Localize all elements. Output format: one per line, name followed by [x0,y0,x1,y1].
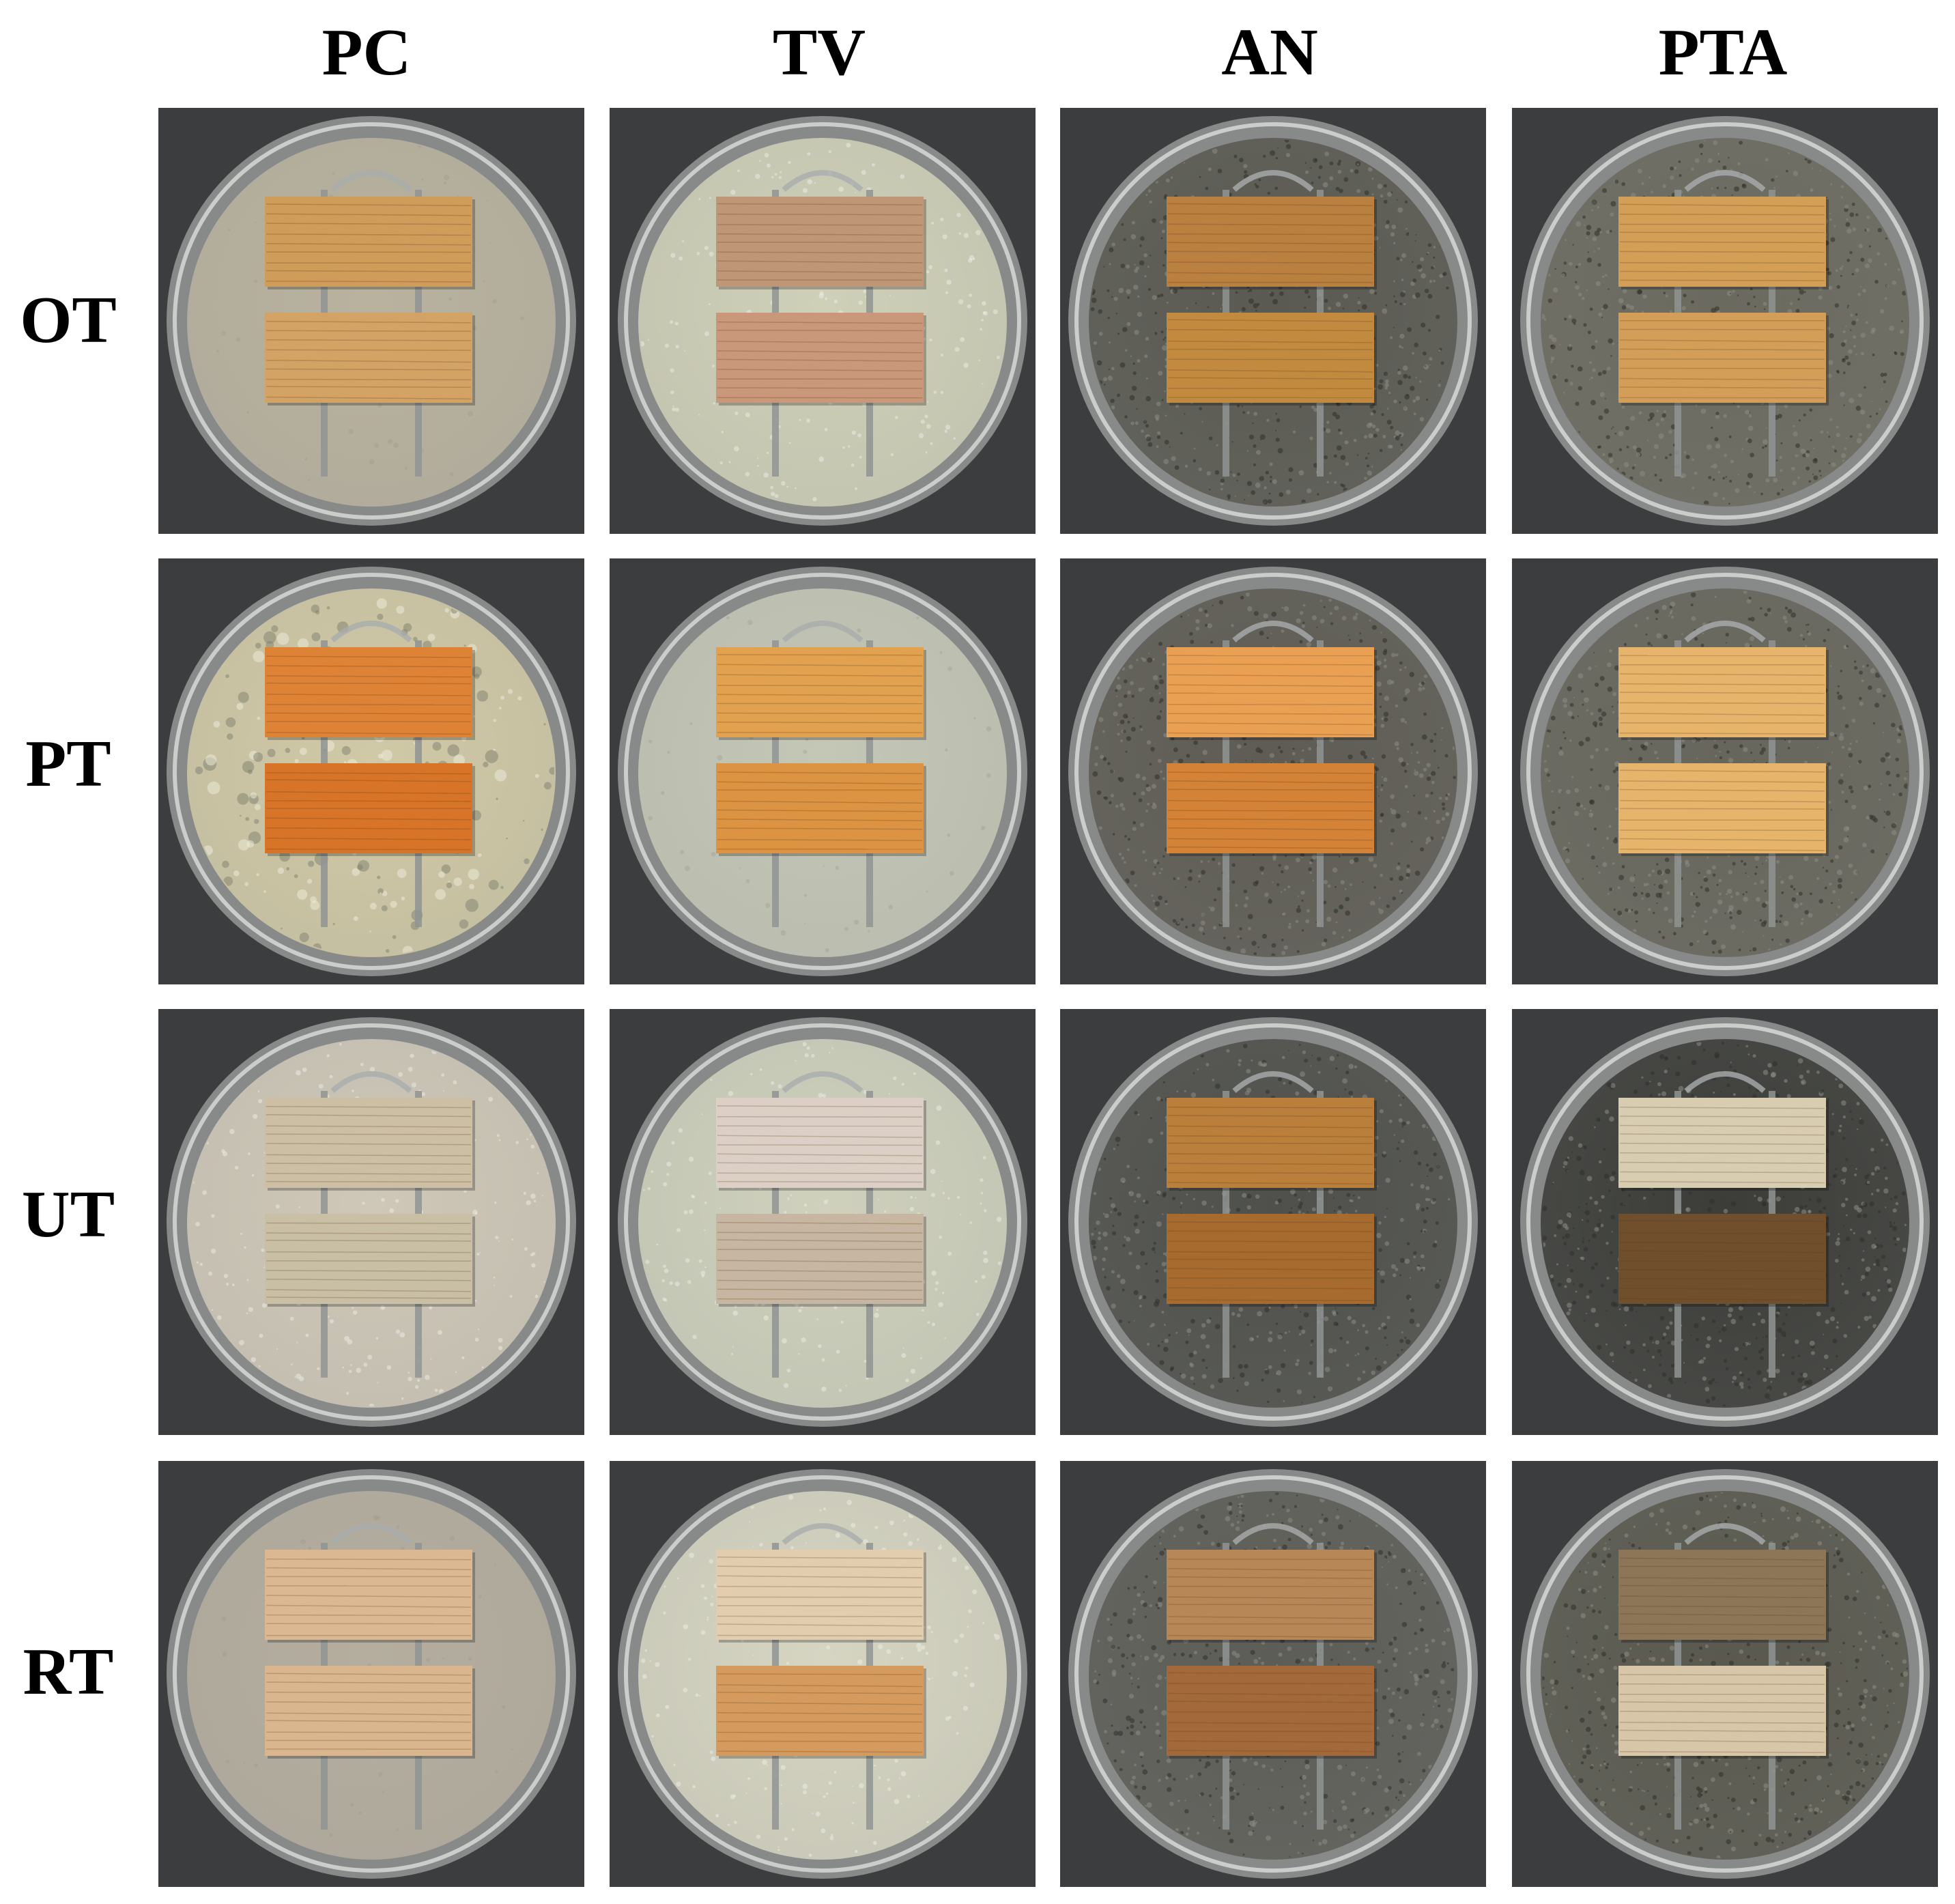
dish-image [610,108,1036,534]
row-label-rt: RT [23,1635,114,1709]
holder-loop [1684,621,1766,643]
dish-photo-pt-pta [1512,558,1938,984]
wood-block-bottom [716,313,924,403]
row-label-ut: UT [21,1178,115,1251]
dish-image [158,108,584,534]
wood-block-top [1618,1098,1826,1188]
wood-block-top [265,197,472,287]
dish-photo-ut-pta [1512,1009,1938,1435]
dish-image [1060,108,1486,534]
wood-block-bottom [265,1214,472,1304]
wood-block-bottom [1167,1214,1374,1304]
row-label-ot: OT [20,283,117,357]
wood-block-top [716,197,924,287]
dish-image [1512,558,1938,984]
row-label-pt: PT [25,727,111,801]
dish-image [1512,1009,1938,1435]
column-label-an: AN [1221,16,1318,89]
dish-image [610,1461,1036,1887]
wood-block-bottom [1167,1666,1374,1756]
holder-loop [330,170,412,193]
holder-loop [1232,170,1314,193]
wood-block-top [716,1098,924,1188]
dish-photo-ot-an [1060,108,1486,534]
wood-block-bottom [1618,1214,1826,1304]
dish-photo-rt-pta [1512,1461,1938,1887]
wood-block-bottom [1167,763,1374,853]
holder-loop [330,1523,412,1546]
dish-photo-ot-pta [1512,108,1938,534]
dish-image [1512,108,1938,534]
dish-image [1512,1461,1938,1887]
wood-block-top [265,647,472,737]
wood-block-bottom [1618,1666,1826,1756]
dish-image [610,1009,1036,1435]
holder-loop [1684,1523,1766,1546]
wood-block-top [1167,1550,1374,1640]
holder-loop [782,170,864,193]
wood-block-top [1167,1098,1374,1188]
holder-loop [1232,1071,1314,1094]
column-label-pc: PC [322,16,412,89]
wood-block-bottom [1618,763,1826,853]
dish-photo-ut-tv [610,1009,1036,1435]
holder-loop [782,1071,864,1094]
holder-loop [330,1071,412,1094]
dish-image [158,1461,584,1887]
wood-block-bottom [265,1666,472,1756]
holder-loop [1684,170,1766,193]
wood-block-bottom [265,313,472,403]
dish-image [1060,1461,1486,1887]
dish-image [158,1009,584,1435]
wood-block-top [265,1098,472,1188]
holder-loop [1232,621,1314,643]
wood-block-top [1167,197,1374,287]
dish-photo-pt-pc [158,558,584,984]
holder-loop [330,621,412,643]
dish-photo-ut-pc [158,1009,584,1435]
dish-image [158,558,584,984]
wood-block-bottom [716,1666,924,1756]
wood-block-bottom [716,763,924,853]
wood-block-top [716,1550,924,1640]
wood-block-bottom [265,763,472,853]
dish-image [610,558,1036,984]
holder-loop [782,1523,864,1546]
dish-photo-rt-tv [610,1461,1036,1887]
dish-image [1060,558,1486,984]
wood-block-top [1618,647,1826,737]
dish-photo-rt-pc [158,1461,584,1887]
dish-photo-pt-tv [610,558,1036,984]
wood-block-top [716,647,924,737]
holder-loop [1684,1071,1766,1094]
wood-block-top [265,1550,472,1640]
column-label-tv: TV [772,16,866,89]
holder-loop [1232,1523,1314,1546]
dish-photo-ot-tv [610,108,1036,534]
column-label-pta: PTA [1658,16,1788,89]
wood-block-bottom [1167,313,1374,403]
wood-block-top [1167,647,1374,737]
wood-block-top [1618,197,1826,287]
dish-photo-pt-an [1060,558,1486,984]
wood-block-top [1618,1550,1826,1640]
dish-photo-ot-pc [158,108,584,534]
dish-image [1060,1009,1486,1435]
wood-block-bottom [1618,313,1826,403]
wood-block-bottom [716,1214,924,1304]
dish-photo-ut-an [1060,1009,1486,1435]
dish-photo-rt-an [1060,1461,1486,1887]
holder-loop [782,621,864,643]
